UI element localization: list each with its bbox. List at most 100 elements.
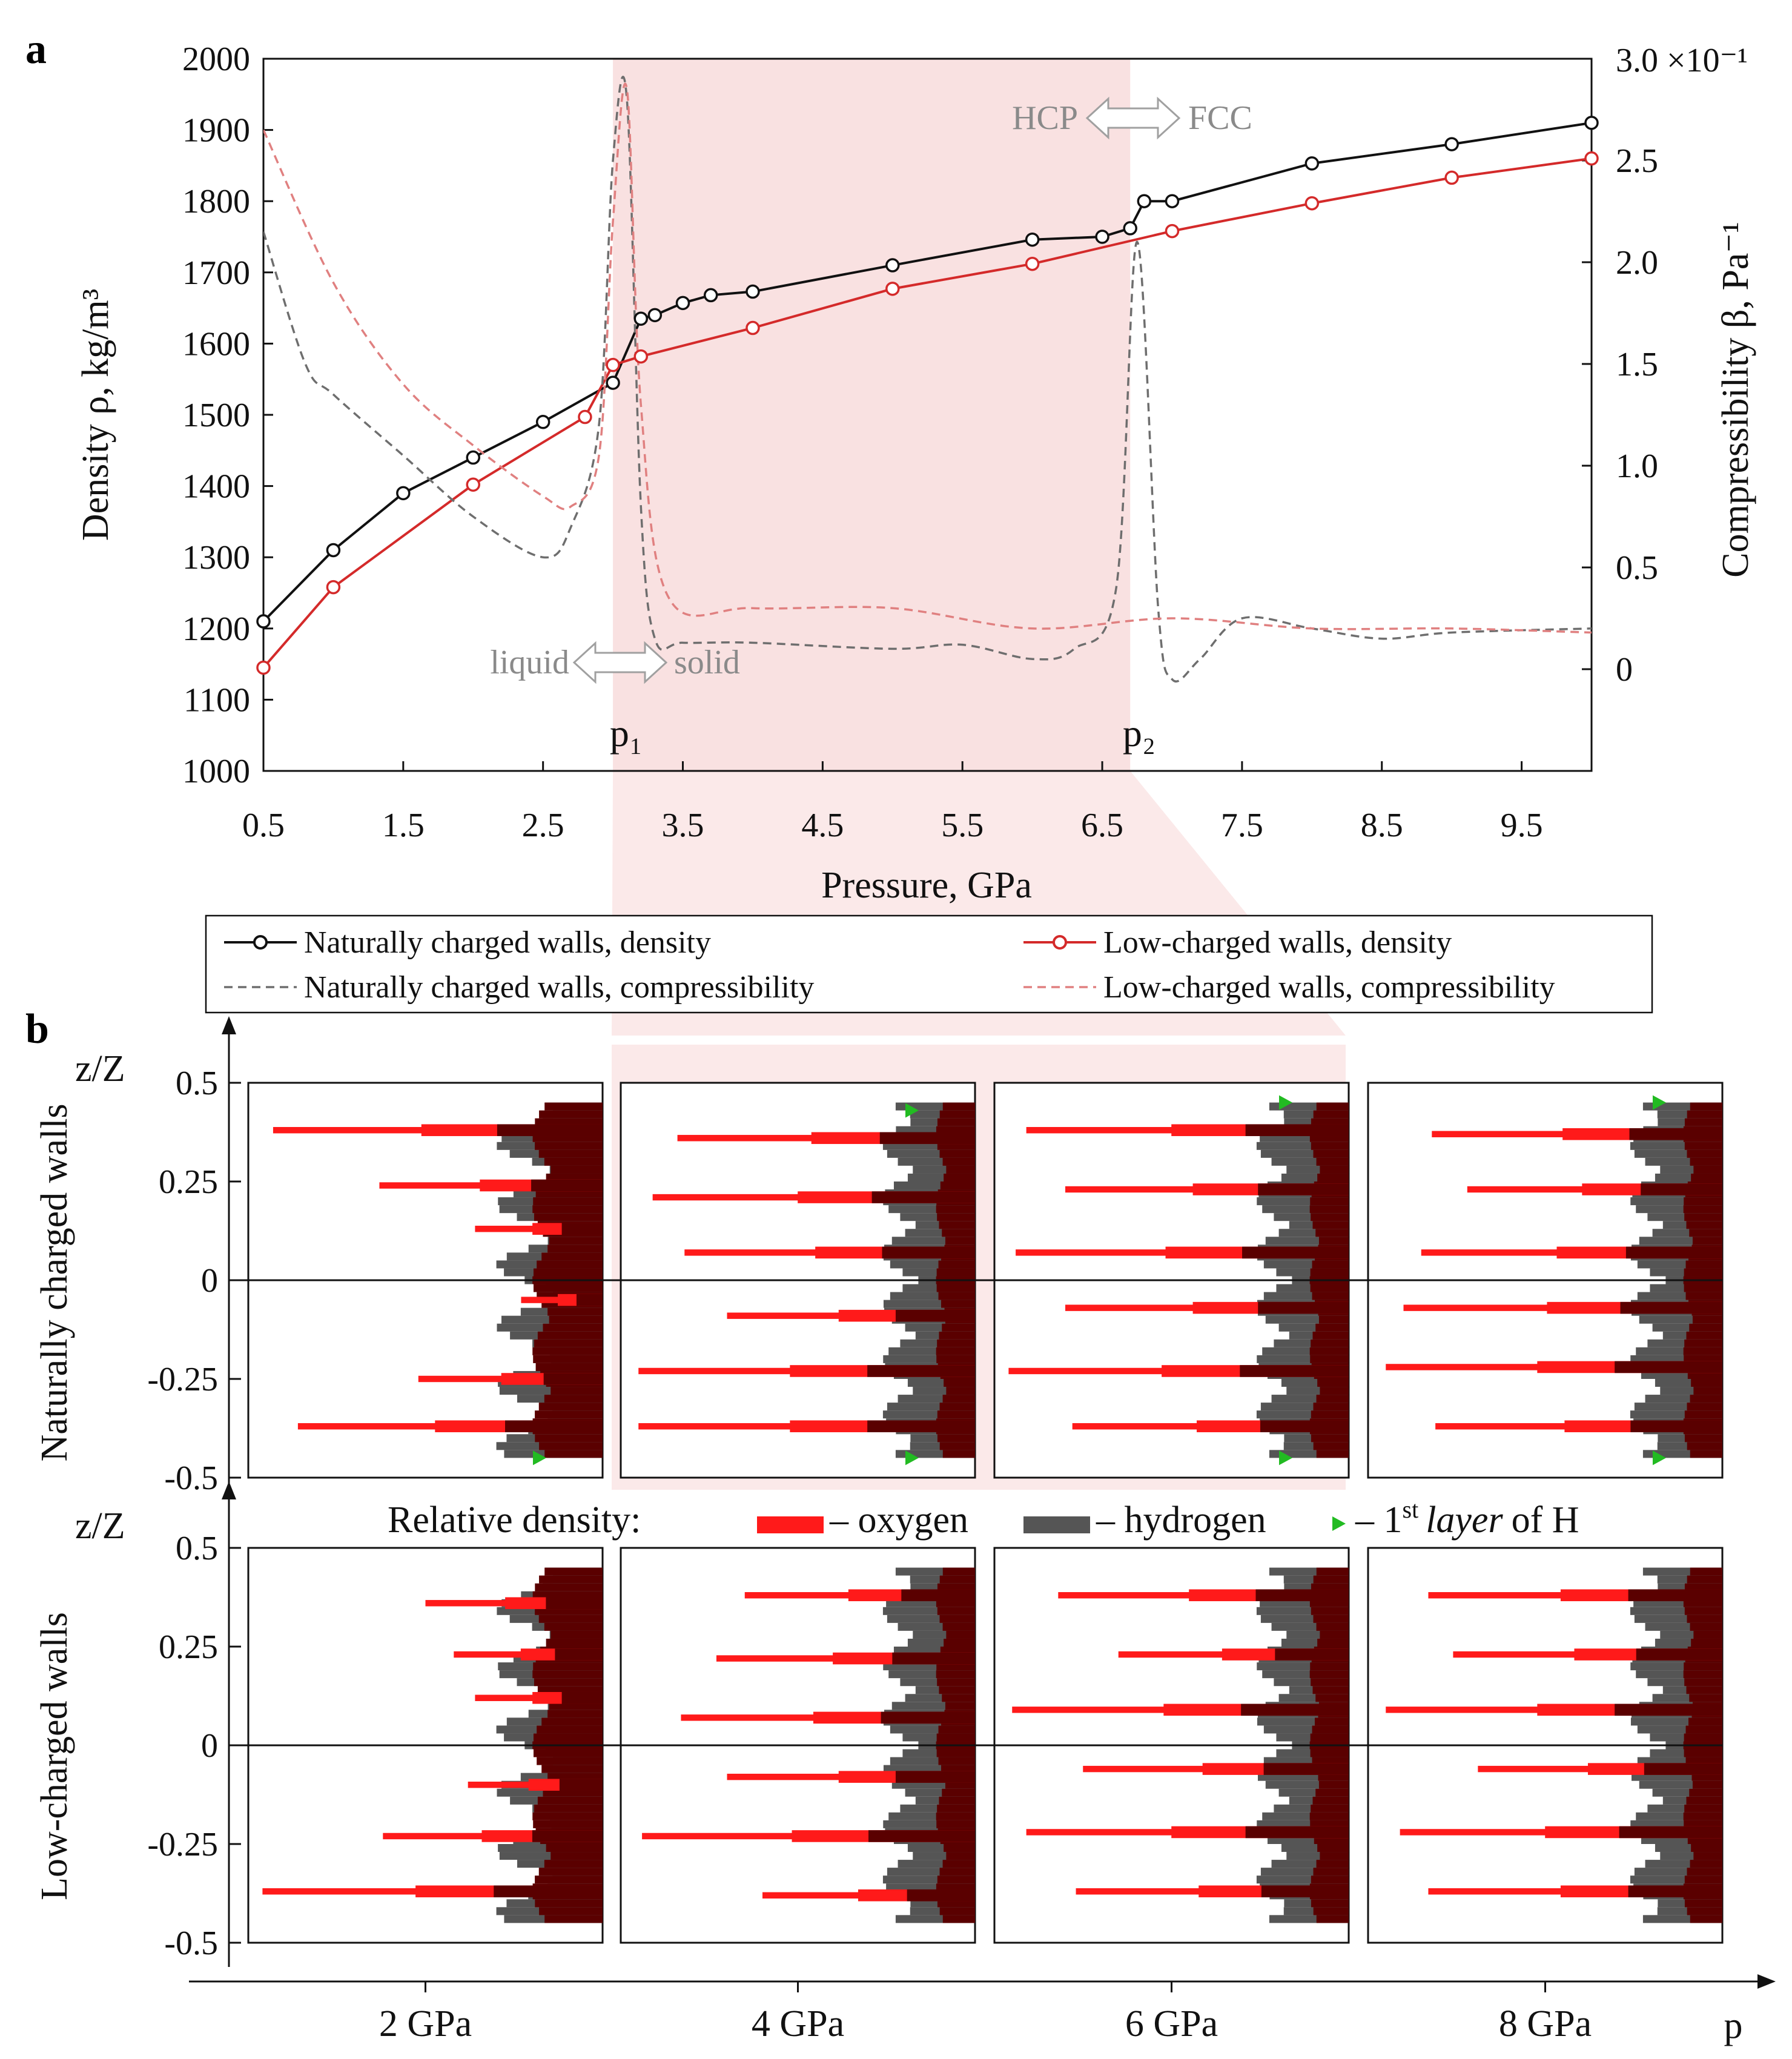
oxygen-hydrogen-overlap	[1245, 1826, 1349, 1839]
overlap-bin	[939, 1331, 975, 1340]
overlap-bin	[532, 1205, 603, 1214]
overlap-bin	[537, 1331, 603, 1340]
histogram-natural-4	[230, 1082, 1724, 1479]
oxygen-hydrogen-overlap	[1628, 1589, 1722, 1602]
first-layer-label: – 1st layer of H	[1355, 1496, 1579, 1541]
oxygen-hydrogen-overlap	[546, 1597, 603, 1610]
overlap-bin	[1683, 1205, 1722, 1214]
y-left-tick-label: 1700	[182, 254, 250, 292]
overlap-bin	[942, 1567, 975, 1576]
overlap-bin	[1312, 1331, 1349, 1340]
hydrogen-swatch	[1023, 1516, 1090, 1533]
overlap-bin	[937, 1876, 975, 1884]
shaded-transition-range	[613, 59, 1131, 771]
overlap-bin	[936, 1670, 975, 1679]
overlap-bin	[939, 1110, 975, 1119]
overlap-bin	[942, 1622, 975, 1631]
overlap-bin	[939, 1868, 975, 1876]
series-1-point	[675, 296, 690, 311]
overlap-bin	[533, 1284, 603, 1292]
z-axis-arrow-icon	[222, 1016, 236, 1034]
overlap-bin	[1683, 1670, 1722, 1679]
overlap-bin	[1684, 1678, 1722, 1687]
series-1-point	[396, 486, 411, 501]
oxygen-hydrogen-overlap	[895, 1771, 975, 1783]
overlap-bin	[544, 1102, 603, 1111]
overlap-bin	[1687, 1110, 1722, 1119]
overlap-bin	[533, 1268, 603, 1277]
overlap-bin	[939, 1907, 975, 1915]
overlap-bin	[538, 1614, 603, 1623]
first-layer-marker-icon	[1332, 1516, 1346, 1531]
overlap-bin	[1684, 1876, 1722, 1884]
overlap-bin	[1684, 1339, 1722, 1347]
series-1-point	[1137, 194, 1152, 208]
oxygen-label: – oxygen	[829, 1499, 968, 1541]
oxygen-hydrogen-overlap	[1258, 1183, 1349, 1195]
overlap-bin	[1318, 1780, 1349, 1789]
x-tick-label: 7.5	[1221, 807, 1263, 844]
oxygen-hydrogen-overlap	[1630, 1420, 1722, 1433]
overlap-bin	[1690, 1860, 1722, 1868]
first-layer-marker-icon	[533, 1450, 546, 1466]
x-tick-label: 6.5	[1081, 807, 1123, 844]
first-layer-marker-icon	[1653, 1450, 1666, 1466]
overlap-bin	[1693, 1630, 1722, 1639]
overlap-bin	[1686, 1331, 1722, 1340]
overlap-bin	[936, 1733, 975, 1742]
oxygen-hydrogen-overlap	[1242, 1246, 1349, 1259]
series-2-point	[326, 580, 341, 595]
overlap-bin	[1317, 1379, 1349, 1387]
oxygen-hydrogen-overlap	[881, 1711, 975, 1724]
panel-a-label: a	[25, 26, 47, 73]
x-axis-label: Pressure, GPa	[821, 865, 1032, 906]
overlap-bin	[1691, 1844, 1722, 1852]
overlap-bin	[1692, 1237, 1722, 1245]
overlap-bin	[939, 1614, 975, 1623]
z-tick-label: -0.5	[164, 1925, 218, 1962]
overlap-bin	[1684, 1662, 1722, 1671]
overlap-bin	[1693, 1387, 1722, 1395]
overlap-bin	[1692, 1315, 1722, 1324]
overlap-bin	[1684, 1213, 1722, 1221]
oxygen-hydrogen-overlap	[1258, 1301, 1349, 1314]
overlap-bin	[937, 1339, 975, 1347]
series-1-point	[633, 311, 649, 326]
overlap-bin	[1689, 1694, 1722, 1702]
z-tick-label: -0.25	[147, 1826, 218, 1863]
overlap-bin	[547, 1710, 603, 1718]
overlap-bin	[1316, 1915, 1349, 1923]
overlap-bin	[549, 1237, 603, 1245]
overlap-bin	[944, 1173, 975, 1182]
histogram-low-4	[230, 1547, 1724, 1944]
oxygen-hydrogen-overlap	[559, 1779, 603, 1791]
panel-a-markers	[256, 116, 1599, 675]
overlap-bin	[547, 1307, 603, 1316]
overlap-bin	[537, 1260, 603, 1269]
overlap-bin	[939, 1686, 975, 1694]
overlap-bin	[945, 1237, 975, 1245]
oxygen-hydrogen-overlap	[907, 1889, 975, 1902]
overlap-bin	[538, 1868, 603, 1876]
z-tick-label: 0.5	[176, 1065, 218, 1102]
oxygen-hydrogen-overlap	[1619, 1826, 1722, 1839]
overlap-bin	[1320, 1852, 1349, 1860]
overlap-bin	[1690, 1102, 1722, 1111]
overlap-bin	[1684, 1607, 1722, 1615]
y-right-axis-label: Compressibility β, Pa⁻¹	[1715, 222, 1756, 578]
overlap-bin	[546, 1844, 603, 1852]
overlap-bin	[1316, 1567, 1349, 1576]
overlap-bin	[535, 1363, 603, 1371]
oxygen-hydrogen-overlap	[1615, 1704, 1722, 1716]
overlap-bin	[1687, 1403, 1722, 1411]
panel-b-axes: 0.5 0.25 0 -0.25 -0.5 0.5 0.25 0 -0.25 -0.5	[147, 1016, 241, 1967]
overlap-bin	[538, 1403, 603, 1411]
overlap-bin	[535, 1876, 603, 1884]
x-tick-label: 5.5	[941, 807, 984, 844]
overlap-bin	[942, 1915, 975, 1923]
overlap-bin	[1311, 1410, 1349, 1419]
series-2-point	[1304, 196, 1320, 211]
y-left-tick-label: 1400	[182, 468, 250, 506]
hydrogen-label: – hydrogen	[1096, 1499, 1266, 1541]
overlap-bin	[544, 1622, 603, 1631]
